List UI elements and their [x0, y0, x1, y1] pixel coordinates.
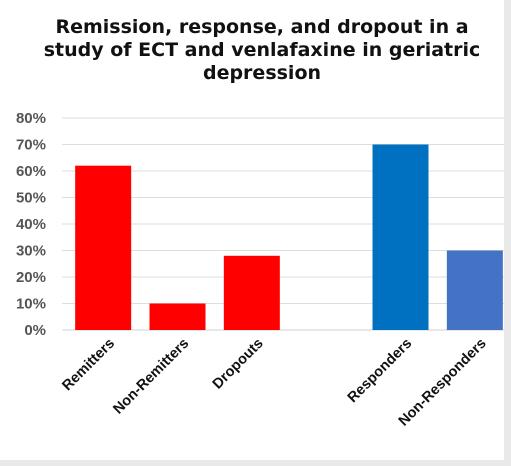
y-tick-label: 40%: [16, 216, 46, 233]
chart-title: Remission, response, and dropout in a st…: [44, 16, 481, 84]
chart-title-line-2: study of ECT and venlafaxine in geriatri…: [44, 39, 481, 61]
chart-title-line-1: Remission, response, and dropout in a: [55, 16, 468, 38]
x-category-label: Dropouts: [210, 336, 267, 393]
x-category-label: Responders: [345, 336, 416, 407]
y-axis-tick-labels: 0% 10% 20% 30% 40% 50% 60% 70% 80%: [16, 110, 46, 339]
y-tick-label: 0%: [24, 322, 46, 339]
bar-responders: [372, 144, 429, 330]
gridlines: [62, 117, 504, 331]
bar-dropouts: [223, 255, 280, 330]
y-tick-label: 30%: [16, 243, 46, 260]
bars: [75, 144, 503, 330]
y-tick-label: 10%: [16, 296, 46, 313]
x-category-label: Non-Remitters: [110, 336, 192, 418]
y-tick-label: 60%: [16, 163, 46, 180]
bar-non-remitters: [149, 303, 206, 330]
chart-title-line-3: depression: [203, 62, 321, 84]
bar-remitters: [75, 165, 132, 330]
y-tick-label: 50%: [16, 190, 46, 207]
y-tick-label: 20%: [16, 269, 46, 286]
y-tick-label: 70%: [16, 137, 46, 154]
chart-card: Remission, response, and dropout in a st…: [0, 0, 504, 460]
y-tick-label: 80%: [16, 110, 46, 127]
bar-chart: Remission, response, and dropout in a st…: [16, 16, 504, 430]
bar-non-responders: [446, 250, 503, 330]
x-category-label: Remitters: [59, 336, 118, 395]
